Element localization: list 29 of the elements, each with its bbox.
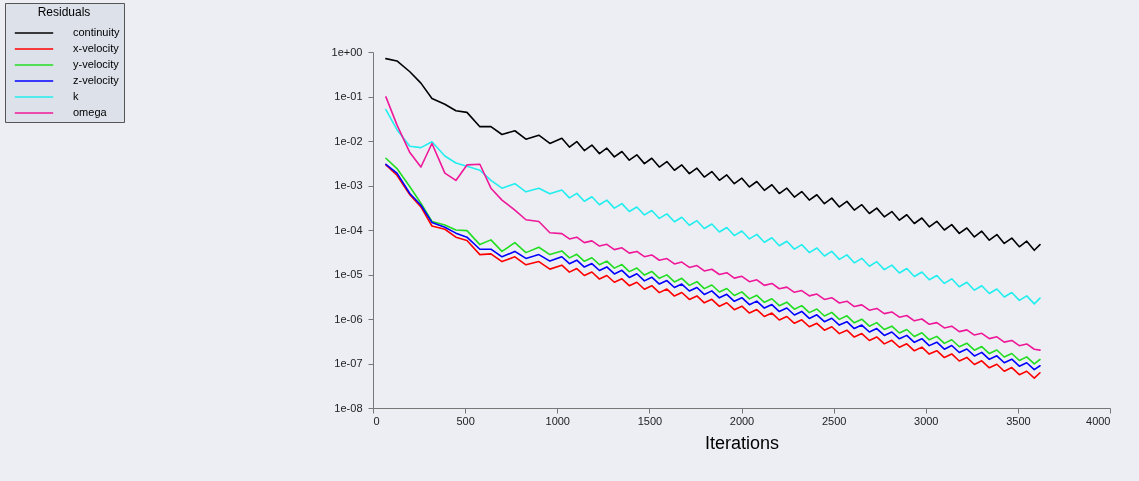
x-tick-label: 0: [373, 414, 380, 427]
x-tick-label: 2500: [821, 414, 847, 427]
line-series: [385, 57, 1041, 252]
y-tick-label: 1e-01: [334, 90, 363, 102]
y-tick-label: 1e-08: [334, 401, 363, 414]
y-tick-label: 1e-04: [334, 223, 363, 236]
y-tick-label: 1e+00: [331, 45, 363, 58]
legend-label: x-velocity: [73, 42, 120, 54]
legend-label: omega: [73, 106, 108, 118]
x-tick-label: 500: [456, 414, 475, 427]
line-series: [385, 108, 1041, 305]
legend-label: y-velocity: [73, 58, 120, 70]
y-tick-label: 1e-02: [334, 134, 363, 147]
x-tick-label: 2000: [729, 414, 755, 427]
legend-title: Residuals: [37, 5, 91, 19]
y-tick-label: 1e-05: [334, 268, 363, 280]
legend-label: k: [73, 90, 79, 102]
line-series: [385, 96, 1041, 351]
legend-label: z-velocity: [73, 74, 120, 86]
x-tick-label: 4000: [1086, 414, 1111, 427]
y-tick-label: 1e-06: [334, 312, 363, 325]
y-tick-label: 1e-07: [334, 357, 363, 369]
x-tick-label: 3000: [914, 414, 939, 427]
x-tick-label: 1500: [637, 414, 663, 427]
x-tick-label: 1000: [545, 414, 570, 427]
legend-label: continuity: [73, 26, 120, 38]
x-axis-title: Iterations: [704, 432, 780, 453]
y-tick-label: 1e-03: [334, 179, 363, 191]
x-tick-label: 3500: [1006, 414, 1031, 427]
